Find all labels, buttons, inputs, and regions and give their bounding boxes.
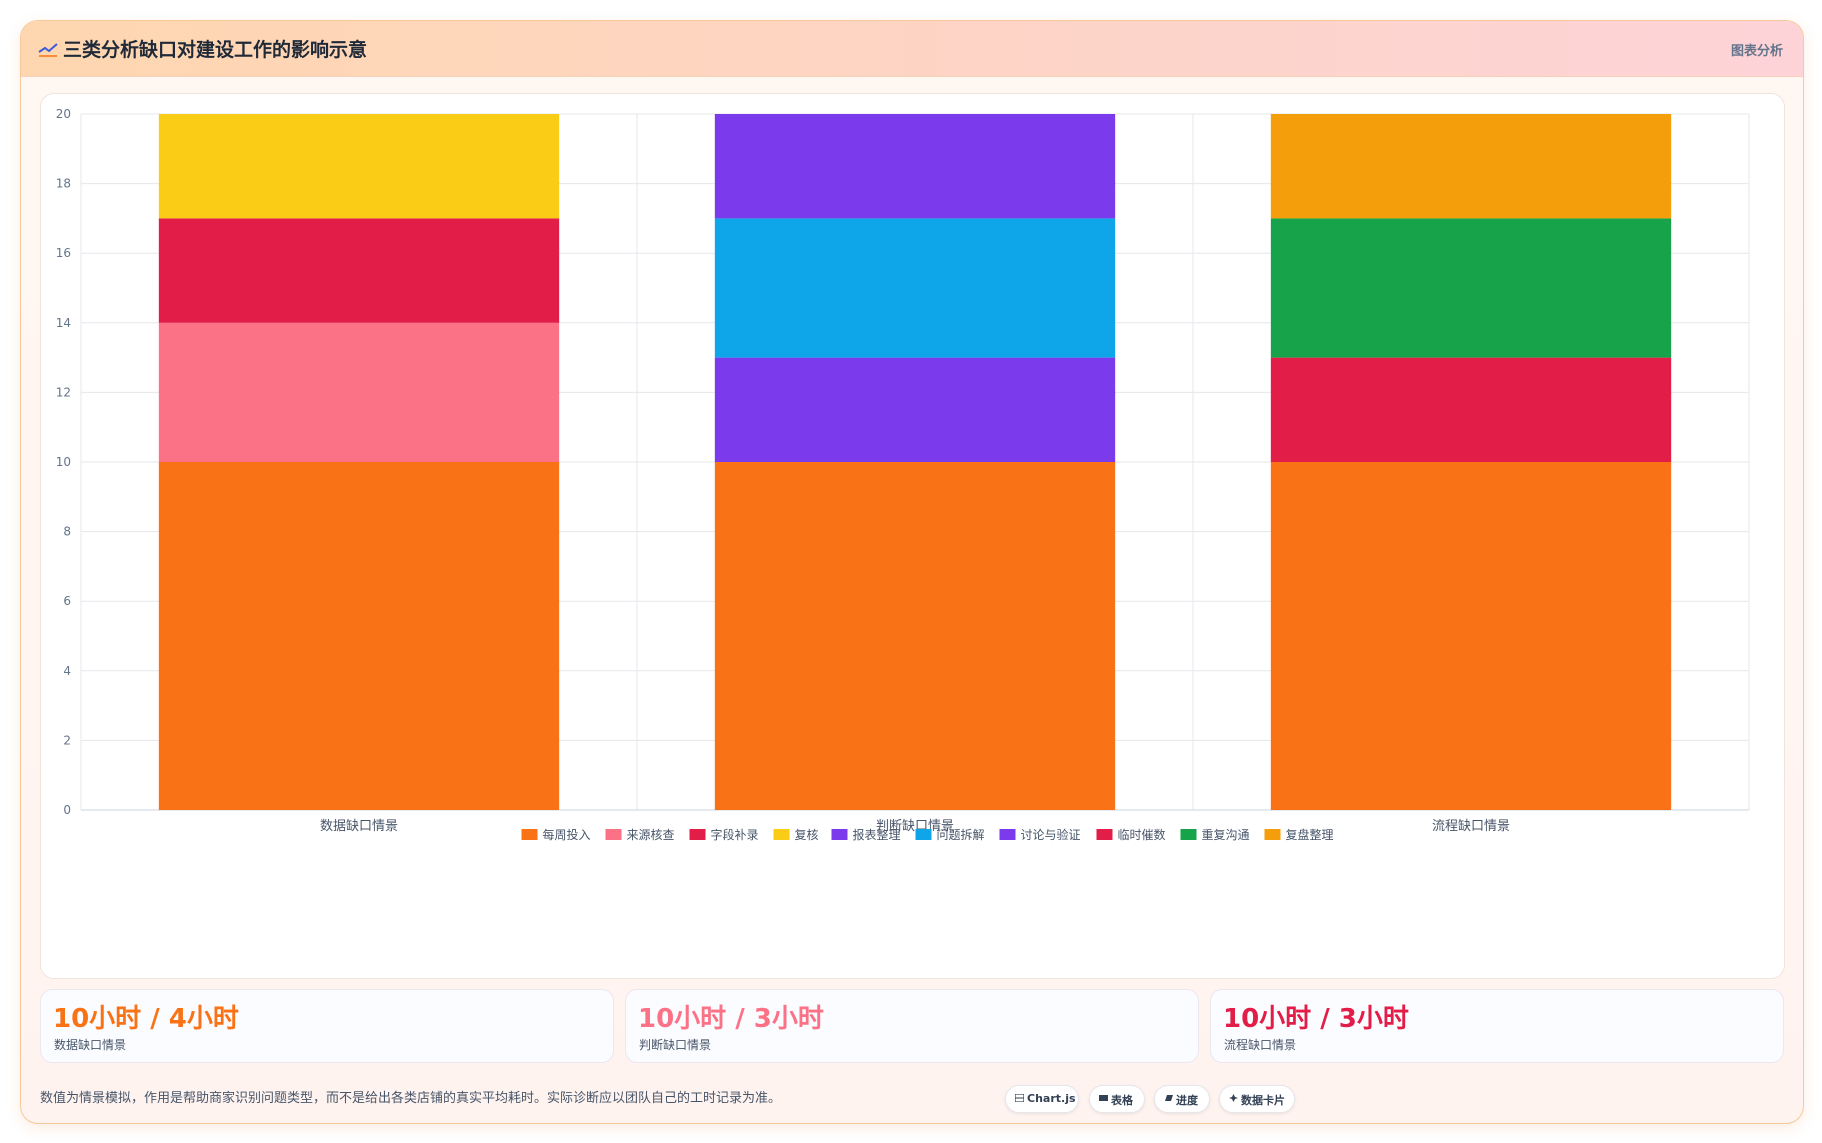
- chart-area: 0 2 4 6 8 10 12 14 16 18 20 数据缺口情景 判断缺口情景 流程缺口情景每周投入 来…: [40, 93, 1785, 979]
- pill-label: 表格: [1111, 1094, 1133, 1107]
- y-tick-label: 2: [63, 733, 71, 747]
- legend-swatch: [773, 829, 790, 840]
- pill-data-card[interactable]: 数据卡片: [1219, 1085, 1295, 1113]
- pill-label: 进度: [1176, 1094, 1198, 1107]
- legend-swatch: [831, 829, 848, 840]
- stat-card-judgment-gap: 10小时 / 3小时 判断缺口情景: [625, 989, 1199, 1063]
- pill-label: 数据卡片: [1241, 1094, 1285, 1107]
- progress-icon: [1165, 1095, 1173, 1101]
- page-title: 三类分析缺口对建设工作的影响示意: [63, 39, 368, 61]
- y-tick-label: 8: [63, 525, 71, 539]
- y-tick-label: 0: [63, 803, 71, 817]
- bar-segment: [1270, 218, 1672, 358]
- legend-swatch: [689, 829, 706, 840]
- y-tick-label: 10: [56, 455, 71, 469]
- pill-table[interactable]: 表格: [1089, 1085, 1145, 1113]
- legend-label: 复核: [795, 828, 819, 842]
- bar-segment: [714, 218, 1116, 358]
- stat-value: 10小时 / 3小时: [638, 1004, 824, 1034]
- bar-segment: [1270, 462, 1672, 810]
- bar-segment: [158, 218, 560, 323]
- card-header: 三类分析缺口对建设工作的影响示意 图表分析: [21, 21, 1803, 77]
- legend-label: 报表整理: [853, 827, 901, 842]
- stat-value: 10小时 / 4小时: [53, 1004, 239, 1034]
- y-tick-label: 16: [56, 246, 71, 260]
- legend-label: 复盘整理: [1286, 827, 1334, 842]
- stat-card-process-gap: 10小时 / 3小时 流程缺口情景: [1210, 989, 1784, 1063]
- y-tick-label: 18: [56, 177, 71, 191]
- bar-segment: [1270, 357, 1672, 462]
- footnote: 数值为情景模拟，作用是帮助商家识别问题类型，而不是给出各类店铺的真实平均耗时。实…: [40, 1091, 782, 1106]
- stat-value: 10小时 / 3小时: [1223, 1004, 1409, 1034]
- x-tick-label: 判断缺口情景: [876, 819, 954, 834]
- chart-analysis-label[interactable]: 图表分析: [1730, 44, 1783, 59]
- y-tick-label: 14: [56, 316, 71, 330]
- legend-label: 临时催数: [1118, 827, 1166, 842]
- legend-label: 重复沟通: [1202, 828, 1250, 842]
- stat-label: 判断缺口情景: [639, 1038, 712, 1052]
- chart-icon: [1015, 1094, 1024, 1102]
- y-tick-label: 12: [56, 385, 71, 399]
- stat-label: 数据缺口情景: [54, 1038, 127, 1052]
- bar-segment: [1270, 114, 1672, 219]
- legend-label: 来源核查: [627, 828, 675, 842]
- pill-chartjs[interactable]: Chart.js: [1005, 1085, 1079, 1113]
- bar-segment: [714, 462, 1116, 810]
- legend-swatch: [1096, 829, 1113, 840]
- chart-card: 三类分析缺口对建设工作的影响示意 图表分析 0 2 4 6 8 10 12 14 16 18 20 数…: [20, 20, 1804, 1124]
- table-icon: [1099, 1095, 1108, 1101]
- pill-progress[interactable]: 进度: [1154, 1085, 1210, 1113]
- y-tick-label: 4: [63, 664, 71, 678]
- stat-label: 流程缺口情景: [1224, 1038, 1297, 1052]
- bar-segment: [158, 322, 560, 462]
- y-tick-label: 6: [63, 594, 71, 608]
- pill-label: Chart.js: [1027, 1092, 1076, 1105]
- stat-card-data-gap: 10小时 / 4小时 数据缺口情景: [40, 989, 614, 1063]
- legend-swatch: [521, 829, 538, 840]
- legend-label: 问题拆解: [937, 827, 985, 842]
- legend-swatch: [1264, 829, 1281, 840]
- legend-label: 讨论与验证: [1021, 827, 1081, 842]
- bar-segment: [714, 114, 1116, 219]
- y-tick-label: 20: [56, 107, 71, 121]
- legend-label: 每周投入: [543, 827, 591, 842]
- legend-swatch: [915, 829, 932, 840]
- card-icon: [1229, 1094, 1238, 1102]
- legend-swatch: [999, 829, 1016, 840]
- chart-line-icon: [38, 43, 58, 57]
- x-tick-label: 流程缺口情景: [1432, 819, 1510, 834]
- bar-segment: [714, 357, 1116, 462]
- legend-swatch: [1180, 829, 1197, 840]
- legend-swatch: [605, 829, 622, 840]
- bar-segment: [158, 462, 560, 810]
- bar-segment: [158, 114, 560, 219]
- legend-label: 字段补录: [711, 827, 759, 842]
- x-tick-label: 数据缺口情景: [320, 819, 398, 834]
